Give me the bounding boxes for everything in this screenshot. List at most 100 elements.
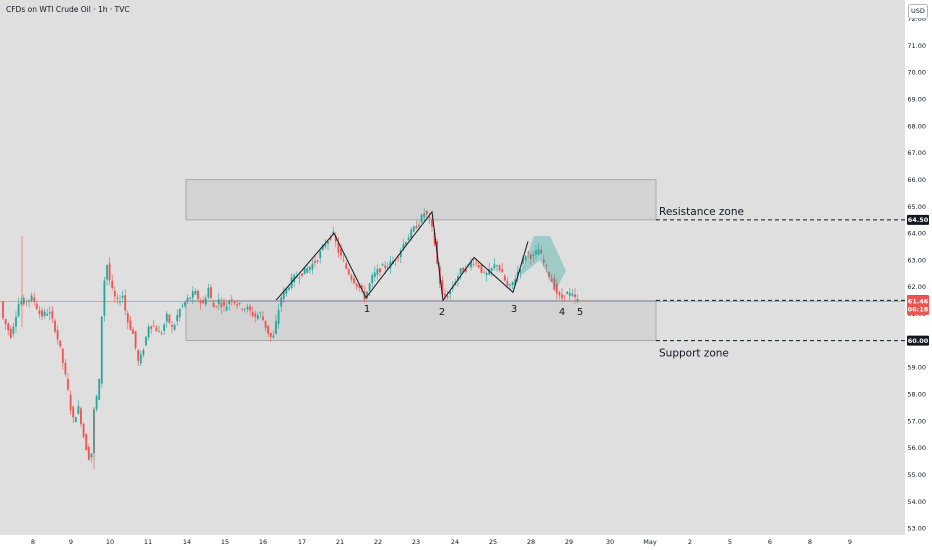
candle-body — [345, 263, 348, 269]
candle-body — [43, 311, 46, 316]
candle-body — [67, 379, 69, 390]
candle-body — [184, 302, 186, 306]
candle-body — [360, 285, 363, 290]
candle-body — [56, 330, 59, 340]
candle-body — [371, 275, 374, 284]
candle-body — [545, 265, 548, 267]
candle-body — [366, 291, 368, 299]
candle-body — [126, 313, 129, 323]
candle-body — [212, 302, 215, 308]
candle-body — [553, 278, 556, 290]
candle-body — [350, 275, 353, 280]
candle-body — [373, 272, 376, 278]
candle-body — [459, 268, 462, 275]
candle-body — [561, 294, 563, 299]
candle-body — [277, 309, 280, 325]
y-tick-label: 57.00 — [907, 417, 926, 425]
y-tick-label: 68.00 — [907, 122, 926, 130]
candle-body — [303, 267, 306, 275]
candle-body — [490, 268, 493, 271]
x-tick-label: 9 — [848, 538, 852, 546]
candle-body — [280, 297, 283, 307]
candle-body — [119, 301, 121, 303]
candle-body — [38, 310, 41, 314]
candle-body — [509, 284, 511, 286]
candle-body — [7, 323, 10, 331]
resistance-zone — [185, 179, 657, 221]
candle-body — [124, 295, 127, 311]
candle-body — [379, 268, 381, 273]
candle-body — [189, 297, 192, 299]
candle-body — [225, 306, 228, 311]
candle-body — [368, 283, 371, 291]
candle-body — [418, 224, 420, 227]
candle-body — [433, 232, 436, 245]
candle-body — [155, 327, 158, 332]
candle-body — [306, 268, 309, 273]
candle-body — [80, 408, 82, 424]
pattern-point-label: 2 — [439, 307, 445, 318]
candle-body — [2, 301, 4, 319]
candle-body — [457, 276, 459, 281]
candle-body — [210, 287, 212, 299]
x-tick-label: 22 — [374, 538, 382, 546]
candle-body — [555, 283, 558, 294]
candle-body — [301, 273, 303, 276]
support-zone-label: Support zone — [659, 348, 729, 360]
candle-body — [197, 290, 199, 299]
candle-body — [59, 340, 62, 347]
x-tick-label: 9 — [69, 538, 73, 546]
support-zone — [185, 299, 657, 341]
candle-body — [113, 290, 116, 297]
wave-pattern-line — [275, 210, 529, 302]
candle-body — [267, 325, 270, 334]
y-tick-label: 63.00 — [907, 256, 926, 264]
candle-body — [41, 310, 43, 317]
candle-body — [514, 279, 517, 286]
candle-body — [298, 277, 301, 279]
candle-body — [548, 272, 550, 277]
candle-body — [217, 299, 220, 305]
candle-body — [163, 324, 166, 331]
candle-body — [236, 304, 238, 306]
candle-body — [574, 294, 576, 298]
x-tick-label: 30 — [606, 538, 614, 546]
currency-badge[interactable]: USD — [908, 4, 928, 19]
x-tick-label: 11 — [144, 538, 152, 546]
candle-body — [334, 235, 337, 242]
candle-body — [389, 261, 392, 269]
candle-body — [264, 320, 267, 329]
x-tick-label: 5 — [728, 538, 732, 546]
candle-body — [111, 280, 114, 288]
candle-body — [15, 316, 17, 327]
candle-body — [139, 354, 142, 364]
candle-body — [82, 423, 85, 438]
candle-body — [358, 285, 361, 288]
candle-body — [402, 243, 405, 249]
candle-body — [407, 237, 410, 241]
candle-body — [566, 291, 569, 295]
candle-body — [493, 264, 496, 269]
candle-body — [150, 326, 153, 329]
x-tick-label: 15 — [221, 538, 229, 546]
candle-body — [147, 326, 150, 338]
level-badge — [907, 214, 929, 225]
pattern-point-label: 3 — [511, 304, 517, 315]
time-axis — [0, 535, 905, 550]
candle-body — [173, 324, 176, 330]
x-tick-label: 29 — [565, 538, 573, 546]
price-axis — [905, 0, 932, 550]
candle-body — [353, 278, 355, 284]
candle-body — [176, 314, 179, 322]
candle-body — [412, 226, 415, 232]
candle-body — [558, 292, 561, 296]
current-price-value: 61.46 — [908, 297, 929, 305]
candle-body — [522, 258, 524, 264]
candle-body — [571, 293, 574, 296]
y-tick-label: 54.00 — [907, 498, 926, 506]
candle-body — [251, 311, 254, 316]
candle-body — [100, 316, 103, 384]
candle-body — [535, 250, 537, 255]
